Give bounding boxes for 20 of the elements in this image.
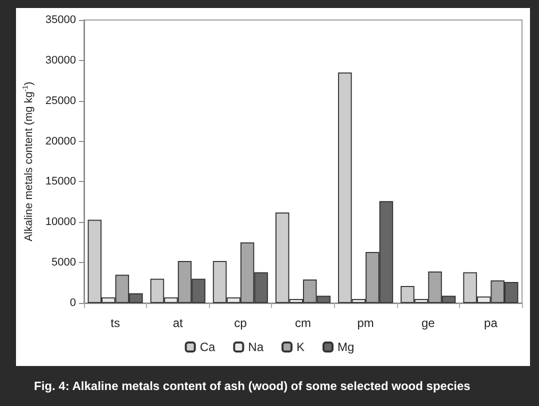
legend-label: Mg xyxy=(338,340,354,354)
y-tick-label: 35000 xyxy=(45,14,76,26)
y-tick-label: 30000 xyxy=(45,54,76,66)
x-tick-label: pa xyxy=(484,316,498,330)
x-tick-label: at xyxy=(172,316,184,330)
legend-label: K xyxy=(296,340,305,354)
x-tick-label: ge xyxy=(421,316,436,330)
x-tick-label: cm xyxy=(295,316,311,330)
caption: Fig. 4: Alkaline metals content of ash (wood) of some selected wood species xyxy=(34,379,471,393)
legend-label: Na xyxy=(248,340,264,354)
y-tick-label: 25000 xyxy=(45,94,76,107)
x-tick-label: pm xyxy=(357,316,374,330)
x-tick-label: cp xyxy=(234,316,248,330)
y-tick-label: 5000 xyxy=(52,256,76,269)
y-tick-label: 20000 xyxy=(45,135,76,148)
y-tick-label: 0 xyxy=(70,297,76,309)
y-tick-label: 10000 xyxy=(45,216,76,228)
y-tick-label: 15000 xyxy=(45,176,76,188)
x-tick-label: ts xyxy=(110,316,120,330)
legend-label: Ca xyxy=(200,340,216,354)
